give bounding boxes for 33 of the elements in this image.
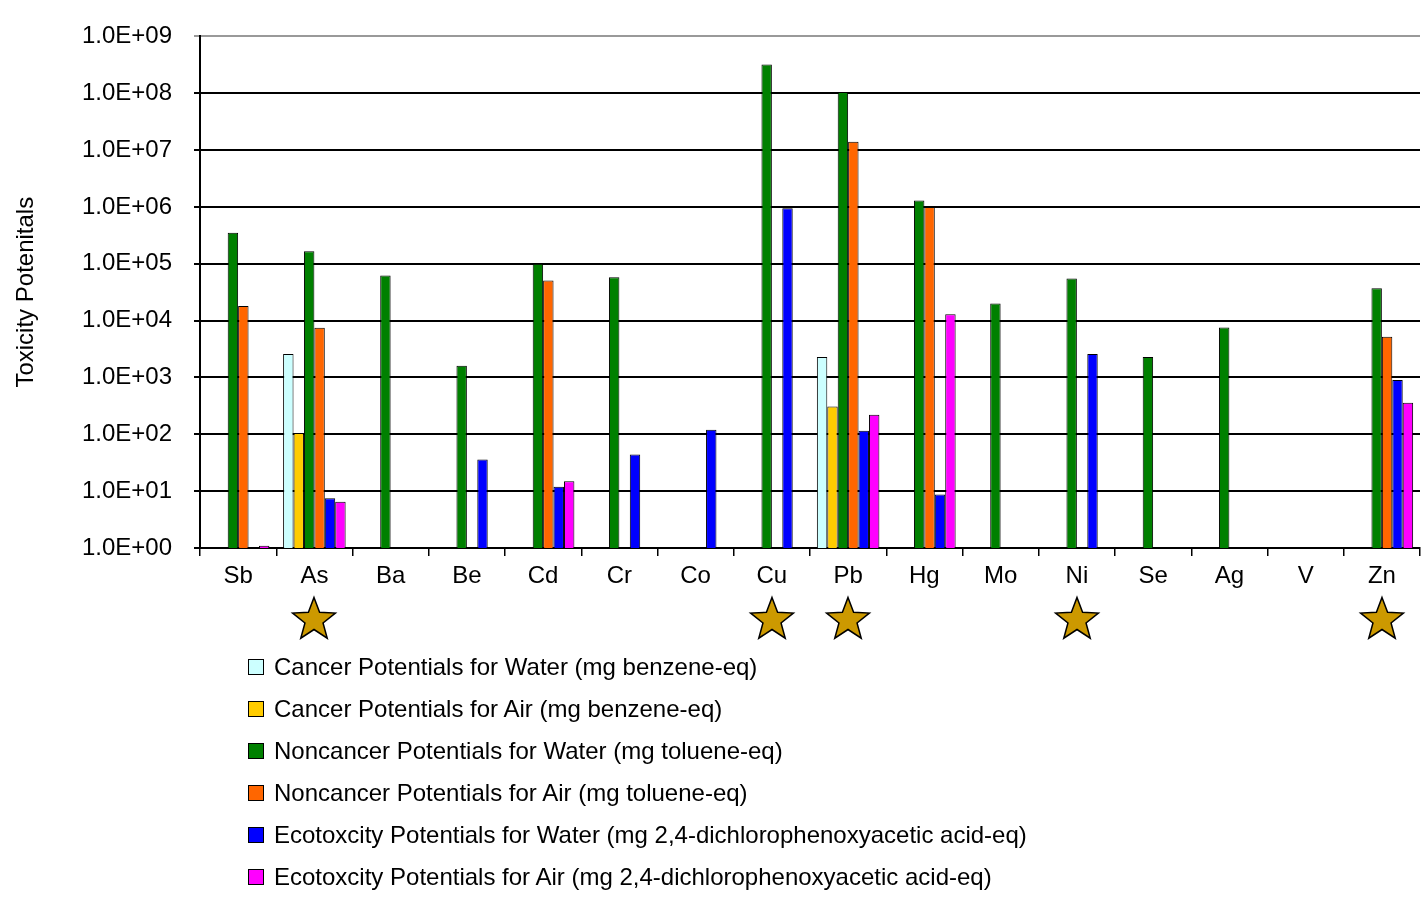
legend-label: Cancer Potentials for Air (mg benzene-eq) — [274, 695, 723, 723]
legend-label: Cancer Potentials for Water (mg benzene-eq) — [274, 653, 758, 681]
x-tick-label: As — [300, 561, 329, 589]
x-tick-label: Cu — [756, 561, 788, 589]
x-tick-label: Ag — [1214, 561, 1245, 589]
x-tick-label: Cr — [606, 561, 633, 589]
x-tick-label: Co — [680, 561, 711, 589]
x-tick-label: Sb — [223, 561, 253, 589]
y-tick-label: 1.0E+07 — [81, 134, 172, 162]
y-tick-label: 1.0E+06 — [81, 191, 172, 219]
legend-label: Noncancer Potentials for Air (mg toluene-eq) — [274, 779, 748, 807]
x-tick-label: Cd — [527, 561, 559, 589]
y-tick-label: 1.0E+05 — [81, 248, 172, 276]
x-tick-label: Mo — [983, 561, 1018, 589]
x-tick-label: Pb — [833, 561, 863, 589]
y-tick-label: 1.0E+00 — [81, 532, 172, 560]
y-tick-label: 1.0E+02 — [81, 418, 172, 446]
legend-label: Ecotoxcity Potentials for Air (mg 2,4-dichlorophenoxyacetic acid-eq) — [274, 863, 992, 891]
y-tick-label: 1.0E+09 — [81, 21, 172, 49]
legend-label: Noncancer Potentials for Water (mg toluene-eq) — [274, 737, 783, 765]
x-tick-label: Ni — [1065, 561, 1089, 589]
y-tick-label: 1.0E+03 — [81, 362, 172, 390]
x-tick-label: Be — [452, 561, 482, 589]
y-axis-title: Toxicity Potenitals — [11, 196, 39, 388]
x-tick-label: Se — [1138, 561, 1168, 589]
legend-label: Ecotoxcity Potentials for Water (mg 2,4-dichlorophenoxyacetic acid-eq) — [274, 821, 1027, 849]
x-tick-label: Ba — [375, 561, 406, 589]
y-tick-label: 1.0E+08 — [81, 77, 172, 105]
x-tick-label: V — [1297, 561, 1314, 589]
y-tick-label: 1.0E+04 — [81, 305, 172, 333]
x-tick-label: Hg — [909, 561, 940, 589]
x-tick-label: Zn — [1367, 561, 1396, 589]
y-tick-label: 1.0E+01 — [81, 475, 172, 503]
